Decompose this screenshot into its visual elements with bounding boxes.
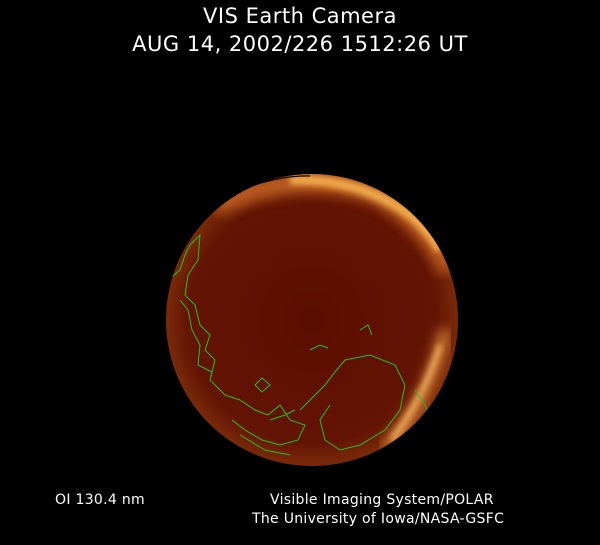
terminator-line xyxy=(169,175,311,271)
instrument-credit: Visible Imaging System/POLAR xyxy=(270,492,494,508)
coastlines xyxy=(167,233,431,456)
image-timestamp: AUG 14, 2002/226 1512:26 UT xyxy=(132,32,468,56)
institution-credit: The University of Iowa/NASA-GSFC xyxy=(252,511,505,527)
wavelength-label: OI 130.4 nm xyxy=(55,492,145,508)
aurora-oval xyxy=(210,174,458,455)
image-title: VIS Earth Camera xyxy=(203,4,397,28)
earth-disk xyxy=(166,174,458,466)
